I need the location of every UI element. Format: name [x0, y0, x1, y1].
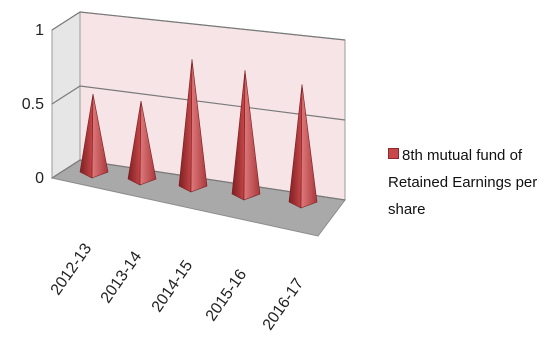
x-tick-label: 2016-17 — [260, 275, 308, 333]
y-tick-label: 0 — [35, 170, 44, 187]
x-tick-label: 2015-16 — [203, 266, 251, 324]
gridline — [51, 85, 346, 121]
gridline — [51, 11, 346, 41]
y-tick-label: 0.5 — [22, 96, 44, 113]
cone-face-2015-16 — [243, 70, 261, 201]
x-tick-label: 2013-14 — [98, 248, 146, 306]
x-axis: 2012-13 2013-14 2014-15 2015-16 2016-17 — [48, 240, 308, 333]
legend: 8th mutual fund of Retained Earnings per… — [388, 142, 546, 223]
y-tick-label: 1 — [35, 22, 44, 39]
y-axis: 00.51 — [22, 22, 44, 187]
x-tick-label: 2014-15 — [149, 257, 197, 315]
series-cones — [79, 59, 318, 209]
legend-swatch — [388, 148, 399, 159]
cone-face-2014-15 — [190, 59, 208, 193]
legend-label: 8th mutual fund of Retained Earnings per… — [388, 147, 538, 218]
cone-face-2013-14 — [139, 100, 157, 186]
x-tick-label: 2012-13 — [48, 240, 96, 298]
cone-face-2012-13 — [91, 93, 109, 179]
cone-face-2016-17 — [300, 84, 318, 209]
